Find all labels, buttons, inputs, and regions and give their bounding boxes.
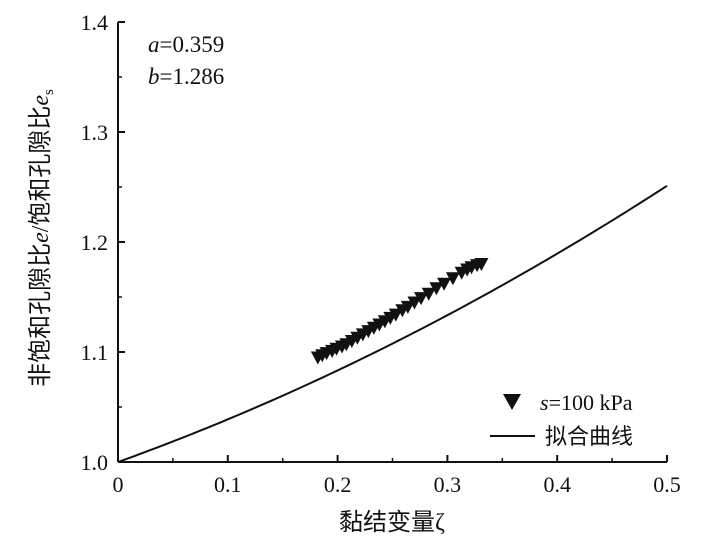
x-tick-label: 0.1: [214, 472, 242, 497]
fit-curve: [117, 184, 668, 463]
data-point: [437, 277, 452, 291]
parameter-annotations: a=0.359 b=1.286: [148, 32, 224, 89]
y-ticks: 1.0 1.1 1.2 1.3 1.4: [81, 10, 125, 475]
data-point: [407, 296, 422, 310]
y-axis-label: 非饱和孔隙比e/饱和孔隙比es: [27, 89, 57, 387]
legend-label-fit: 拟合曲线: [545, 424, 633, 449]
legend-label-points: s=100 kPa: [540, 390, 633, 415]
x-ticks: 0 0.1 0.2 0.3 0.4 0.5: [113, 455, 681, 497]
x-tick-label: 0: [113, 472, 124, 497]
x-axis-label: 黏结变量ζ: [339, 509, 445, 536]
axes: 0 0.1 0.2 0.3 0.4 0.5 1.0 1.1 1.2 1.3 1.4: [81, 10, 681, 497]
y-tick-label: 1.3: [81, 120, 109, 145]
legend: s=100 kPa 拟合曲线: [490, 390, 633, 449]
x-tick-label: 0.4: [543, 472, 571, 497]
param-a: a=0.359: [148, 32, 224, 57]
data-point: [474, 258, 489, 271]
data-point: [414, 292, 429, 306]
y-tick-label: 1.2: [81, 230, 109, 255]
data-point: [445, 272, 460, 286]
x-tick-label: 0.5: [653, 472, 681, 497]
legend-marker: [503, 394, 521, 410]
param-b: b=1.286: [148, 64, 224, 89]
data-point: [388, 308, 403, 322]
data-point: [421, 287, 436, 301]
x-tick-label: 0.3: [434, 472, 462, 497]
data-point: [429, 282, 444, 296]
data-points: [310, 258, 489, 365]
y-tick-label: 1.0: [81, 450, 109, 475]
y-tick-label: 1.1: [81, 340, 109, 365]
data-point: [400, 300, 415, 314]
y-tick-label: 1.4: [81, 10, 109, 35]
x-tick-label: 0.2: [324, 472, 352, 497]
